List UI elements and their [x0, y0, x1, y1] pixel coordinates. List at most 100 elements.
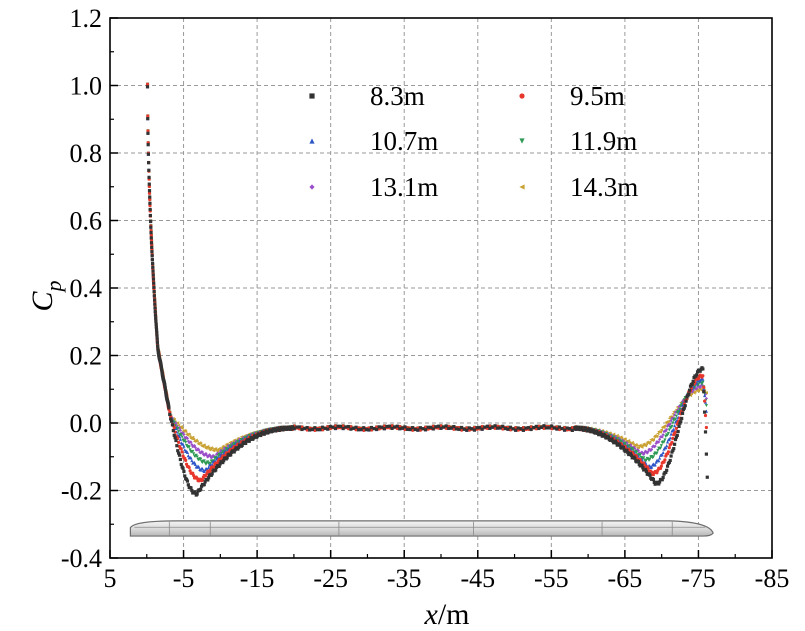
- data-point: [164, 389, 168, 393]
- data-point: [333, 426, 338, 431]
- data-point: [625, 441, 629, 445]
- data-point: [625, 448, 629, 452]
- data-point: [176, 449, 180, 453]
- y-tick-label: 1.2: [70, 4, 103, 33]
- data-point: [478, 425, 482, 430]
- data-point: [542, 426, 546, 430]
- data-point: [629, 453, 633, 457]
- data-point: [537, 426, 541, 431]
- data-point: [648, 440, 652, 444]
- legend-marker: [309, 184, 315, 190]
- data-point: [680, 416, 684, 421]
- data-point: [152, 290, 156, 294]
- data-point: [237, 445, 241, 450]
- data-point: [555, 427, 559, 431]
- data-point: [320, 428, 325, 432]
- data-point: [704, 403, 708, 408]
- data-point: [147, 191, 152, 195]
- data-point: [150, 254, 154, 258]
- data-point: [606, 435, 611, 439]
- data-point: [199, 484, 204, 488]
- data-point: [160, 367, 164, 371]
- data-point: [146, 114, 150, 118]
- data-point: [626, 451, 630, 455]
- data-point: [630, 446, 634, 451]
- data-point: [702, 385, 706, 389]
- data-point: [552, 426, 556, 430]
- data-point: [192, 437, 196, 441]
- data-point: [698, 369, 702, 373]
- data-point: [247, 439, 251, 443]
- data-point: [153, 302, 157, 306]
- data-point: [302, 426, 307, 431]
- data-point: [382, 427, 386, 431]
- data-point: [421, 427, 425, 431]
- data-point: [156, 348, 160, 353]
- data-point: [701, 374, 705, 378]
- data-point: [441, 425, 446, 429]
- data-point: [423, 428, 428, 432]
- data-point: [210, 455, 214, 459]
- data-point: [501, 424, 505, 428]
- data-point: [698, 379, 702, 383]
- data-point: [193, 491, 197, 495]
- data-point: [524, 426, 528, 430]
- data-point: [658, 437, 662, 441]
- data-point: [180, 450, 184, 454]
- data-point: [638, 443, 642, 447]
- data-point: [177, 434, 182, 438]
- data-point: [169, 419, 174, 423]
- data-point: [221, 460, 225, 465]
- data-point: [658, 480, 662, 484]
- data-point: [207, 465, 211, 469]
- svg-text:Cp: Cp: [26, 280, 66, 311]
- x-tick-label: -5: [173, 564, 195, 593]
- data-point: [270, 429, 274, 434]
- data-point: [172, 433, 176, 437]
- legend-item: 10.7m: [309, 126, 438, 156]
- data-point: [262, 432, 266, 436]
- data-point: [192, 444, 197, 448]
- data-point: [457, 427, 461, 431]
- data-point: [620, 436, 624, 440]
- data-point: [177, 423, 181, 427]
- data-point: [576, 425, 581, 429]
- data-point: [674, 414, 678, 418]
- data-point: [207, 476, 211, 480]
- data-point: [640, 445, 644, 449]
- data-point: [377, 425, 381, 429]
- data-point: [701, 367, 705, 371]
- data-point: [175, 424, 179, 428]
- data-point: [163, 386, 167, 390]
- data-point: [701, 377, 705, 381]
- legend-marker: [519, 184, 525, 190]
- data-point: [177, 453, 182, 457]
- data-point: [195, 492, 199, 496]
- x-tick-label: -35: [387, 564, 422, 593]
- data-point: [186, 483, 190, 487]
- data-point: [208, 468, 213, 472]
- data-point: [174, 438, 178, 443]
- data-point: [184, 440, 188, 444]
- data-point: [234, 439, 238, 443]
- data-point: [436, 424, 441, 428]
- legend-item: 8.3m: [309, 81, 425, 111]
- data-point: [614, 441, 618, 445]
- data-point: [313, 428, 317, 433]
- data-point: [570, 428, 574, 432]
- data-point: [160, 369, 164, 373]
- data-point: [673, 442, 677, 446]
- data-point: [372, 427, 376, 431]
- data-point: [677, 404, 681, 409]
- data-point: [661, 475, 665, 480]
- data-point: [187, 445, 191, 449]
- data-point: [467, 426, 471, 430]
- data-point: [635, 450, 639, 455]
- data-point: [223, 444, 228, 448]
- data-point: [636, 460, 641, 464]
- data-point: [654, 441, 658, 446]
- data-point: [519, 427, 523, 431]
- data-point: [274, 429, 278, 433]
- data-point: [215, 449, 220, 453]
- data-point: [599, 432, 603, 436]
